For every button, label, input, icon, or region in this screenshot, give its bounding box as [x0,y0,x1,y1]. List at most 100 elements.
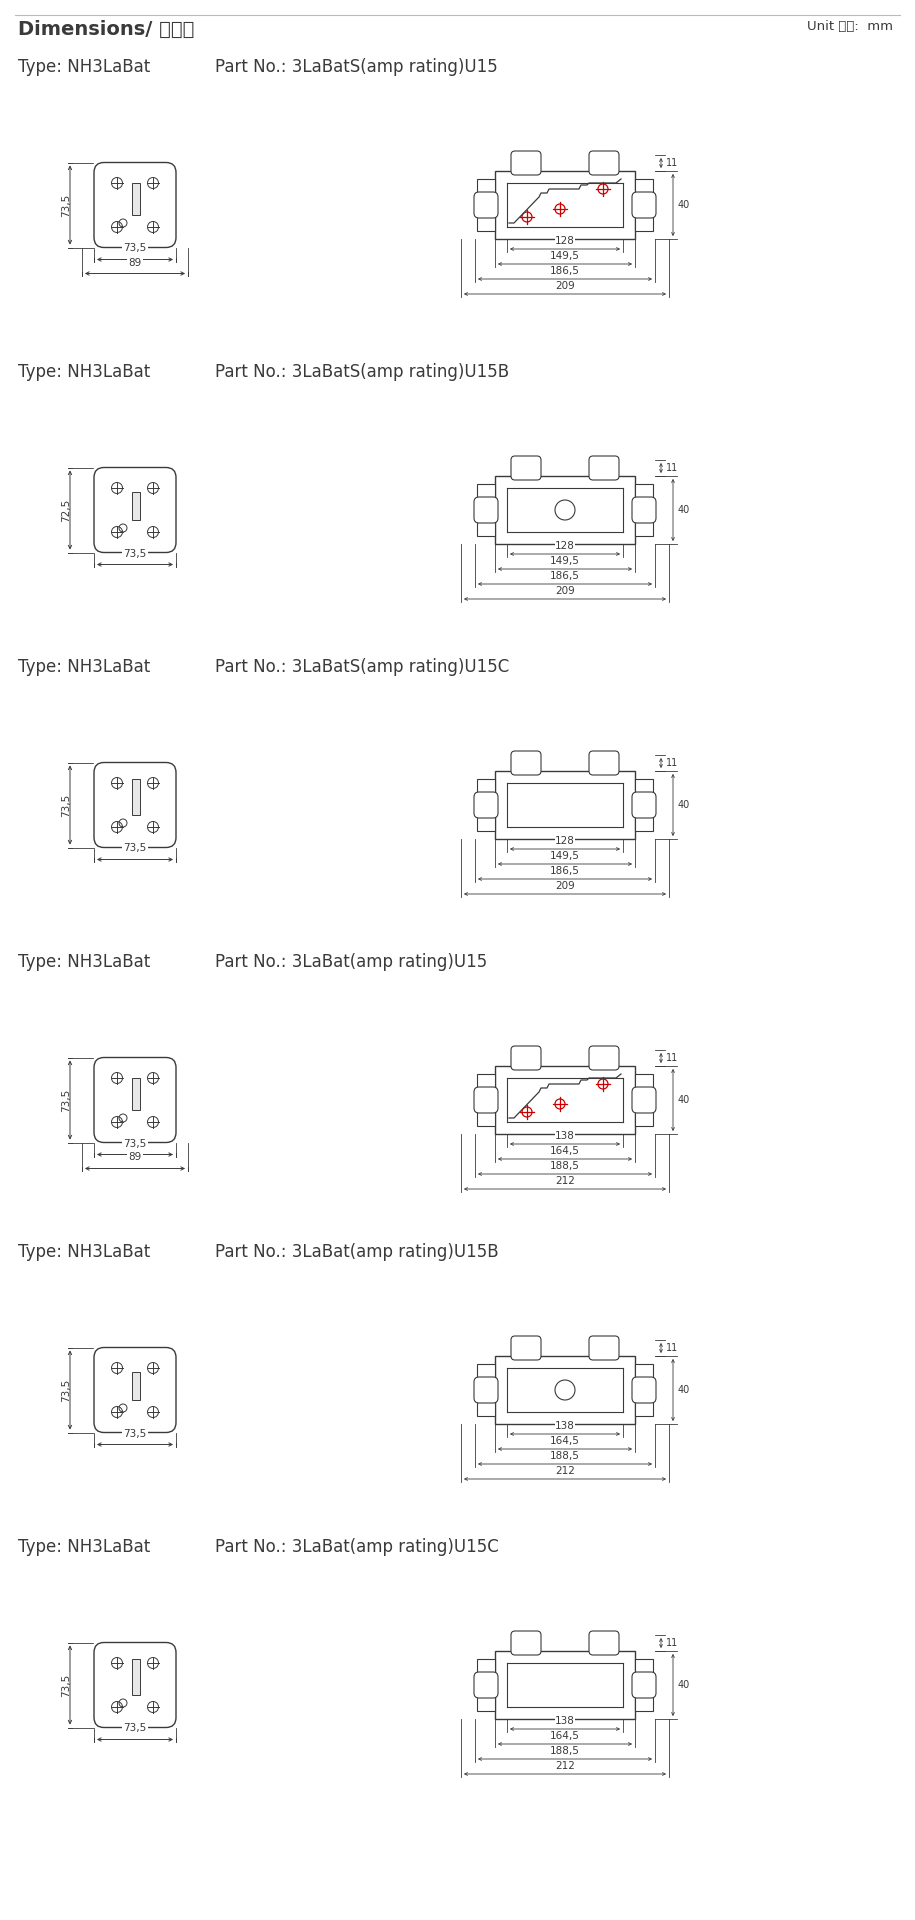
Text: 11: 11 [666,157,678,169]
Text: 73,5: 73,5 [61,1674,71,1697]
Bar [132,1077,140,1110]
Text: 40: 40 [678,1384,690,1396]
Text: 73,5: 73,5 [124,1139,146,1148]
Text: 128: 128 [555,835,575,847]
FancyBboxPatch shape [511,152,541,175]
FancyBboxPatch shape [511,1336,541,1359]
Text: Type: NH3LaBat: Type: NH3LaBat [18,1242,150,1261]
Text: 73,5: 73,5 [124,1428,146,1438]
FancyBboxPatch shape [94,762,176,847]
Text: 164,5: 164,5 [550,1732,580,1741]
Text: 73,5: 73,5 [61,793,71,816]
Bar [635,484,653,536]
Bar [132,780,140,814]
Bar [132,492,140,520]
Bar [635,1659,653,1711]
Bar [495,1651,635,1718]
Text: Type: NH3LaBat: Type: NH3LaBat [18,1538,150,1555]
Text: Part No.: 3LaBatS(amp rating)U15C: Part No.: 3LaBatS(amp rating)U15C [215,659,510,676]
Bar [477,484,495,536]
Text: 40: 40 [678,1094,690,1106]
Bar [495,476,635,543]
Text: 73,5: 73,5 [124,843,146,854]
FancyBboxPatch shape [474,1672,498,1697]
FancyBboxPatch shape [94,163,176,248]
FancyBboxPatch shape [589,1630,619,1655]
Bar [635,780,653,831]
Text: 11: 11 [666,1342,678,1354]
Text: 164,5: 164,5 [550,1146,580,1156]
Text: 40: 40 [678,505,690,515]
Text: 89: 89 [128,257,142,267]
Bar [635,1363,653,1417]
FancyBboxPatch shape [94,1348,176,1432]
Text: 212: 212 [555,1467,575,1476]
Text: 209: 209 [555,280,575,292]
Text: 209: 209 [555,881,575,891]
Text: 128: 128 [555,236,575,246]
Text: Type: NH3LaBat: Type: NH3LaBat [18,58,150,77]
FancyBboxPatch shape [474,1087,498,1114]
Text: 186,5: 186,5 [550,866,580,876]
FancyBboxPatch shape [632,1377,656,1404]
Text: 149,5: 149,5 [550,851,580,860]
Text: 186,5: 186,5 [550,570,580,582]
FancyBboxPatch shape [511,751,541,776]
Bar [477,1073,495,1125]
Text: 212: 212 [555,1175,575,1187]
Text: Type: NH3LaBat: Type: NH3LaBat [18,952,150,972]
Bar [132,182,140,215]
FancyBboxPatch shape [511,1630,541,1655]
FancyBboxPatch shape [511,457,541,480]
FancyBboxPatch shape [94,467,176,553]
Text: 149,5: 149,5 [550,557,580,566]
FancyBboxPatch shape [511,1046,541,1069]
Text: 73,5: 73,5 [124,549,146,559]
Bar [477,1363,495,1417]
Text: 11: 11 [666,1638,678,1647]
Bar [477,179,495,230]
Bar [495,1356,635,1425]
Bar [132,1373,140,1400]
Text: 40: 40 [678,200,690,209]
Bar [495,171,635,238]
Text: 128: 128 [555,541,575,551]
FancyBboxPatch shape [474,192,498,219]
FancyBboxPatch shape [474,497,498,522]
Bar [132,1659,140,1695]
Text: Type: NH3LaBat: Type: NH3LaBat [18,659,150,676]
Text: Part No.: 3LaBat(amp rating)U15B: Part No.: 3LaBat(amp rating)U15B [215,1242,499,1261]
Text: 149,5: 149,5 [550,252,580,261]
Text: 164,5: 164,5 [550,1436,580,1446]
Text: 138: 138 [555,1421,575,1430]
FancyBboxPatch shape [589,152,619,175]
FancyBboxPatch shape [632,1672,656,1697]
Text: 40: 40 [678,801,690,810]
Text: 89: 89 [128,1152,142,1162]
Text: 212: 212 [555,1761,575,1770]
Text: 11: 11 [666,463,678,472]
Text: 73,5: 73,5 [61,1089,71,1112]
Text: 209: 209 [555,586,575,595]
Text: 73,5: 73,5 [124,1724,146,1734]
Text: 188,5: 188,5 [550,1745,580,1757]
Text: 188,5: 188,5 [550,1452,580,1461]
Text: 11: 11 [666,1052,678,1064]
Text: 73,5: 73,5 [61,1379,71,1402]
Bar [495,1066,635,1135]
Text: Unit 单位:  mm: Unit 单位: mm [807,19,893,33]
Text: 11: 11 [666,758,678,768]
Bar [635,1073,653,1125]
FancyBboxPatch shape [632,791,656,818]
FancyBboxPatch shape [632,1087,656,1114]
Text: Dimensions/ 尺寸：: Dimensions/ 尺寸： [18,19,194,38]
Text: 186,5: 186,5 [550,267,580,276]
FancyBboxPatch shape [632,192,656,219]
FancyBboxPatch shape [474,1377,498,1404]
Text: 138: 138 [555,1131,575,1140]
Bar [495,772,635,839]
Text: 72,5: 72,5 [61,499,71,522]
Text: Type: NH3LaBat: Type: NH3LaBat [18,363,150,380]
FancyBboxPatch shape [474,791,498,818]
Text: Part No.: 3LaBatS(amp rating)U15: Part No.: 3LaBatS(amp rating)U15 [215,58,498,77]
